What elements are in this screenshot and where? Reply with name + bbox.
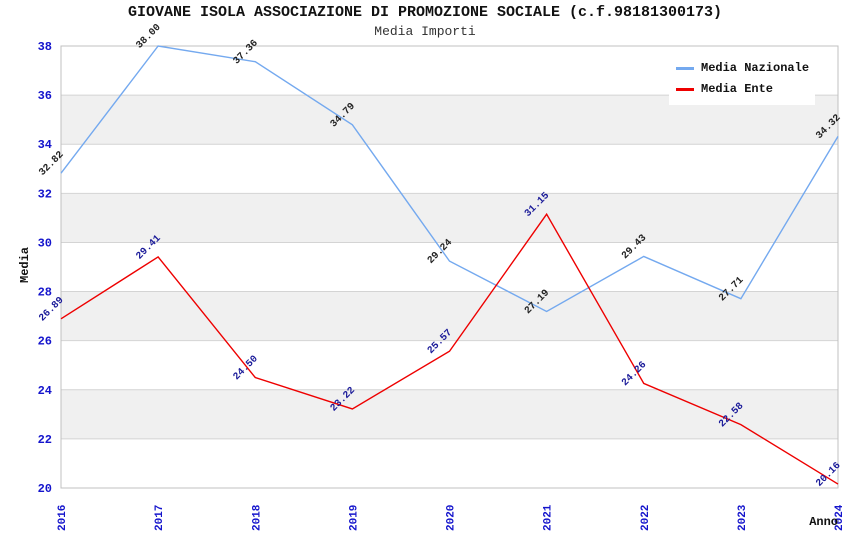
y-tick-label: 36: [38, 89, 52, 103]
x-tick-label: 2019: [348, 505, 360, 531]
y-tick-label: 22: [38, 433, 52, 447]
legend: Media Nazionale Media Ente: [669, 52, 815, 105]
plot-band: [61, 291, 838, 341]
legend-line-swatch-ente: [676, 87, 694, 91]
x-tick-label: 2023: [737, 504, 749, 531]
x-axis-title: Anno: [809, 515, 838, 529]
y-tick-label: 28: [38, 286, 52, 300]
y-tick-label: 24: [38, 384, 52, 398]
plot-band: [61, 144, 838, 194]
plot-band: [61, 193, 838, 243]
x-tick-label: 2017: [154, 505, 166, 531]
chart-title: GIOVANE ISOLA ASSOCIAZIONE DI PROMOZIONE…: [127, 4, 723, 21]
plot-band: [61, 242, 838, 292]
legend-label: Media Nazionale: [701, 61, 810, 75]
legend-item-media-ente: Media Ente: [676, 82, 807, 96]
plot-band: [61, 340, 838, 390]
y-tick-label: 30: [38, 236, 52, 250]
series-line-media-nazionale: [60, 45, 839, 313]
y-tick-label: 20: [38, 482, 52, 496]
legend-item-media-nazionale: Media Nazionale: [676, 61, 810, 75]
x-tick-label: 2024: [834, 504, 846, 531]
plot-border: [60, 45, 839, 489]
y-tick-label: 26: [38, 335, 52, 349]
x-tick-label: 2021: [543, 504, 555, 531]
y-axis-title: Media: [18, 246, 32, 284]
plot-band: [61, 438, 838, 488]
y-tick-label: 32: [38, 187, 52, 201]
x-tick-label: 2022: [640, 505, 652, 531]
x-tick-label: 2016: [57, 505, 69, 531]
legend-label: Media Ente: [701, 82, 774, 96]
x-tick-label: 2020: [446, 505, 458, 531]
series-line-media-ente: [60, 212, 839, 485]
y-tick-label: 34: [38, 138, 52, 152]
x-tick-label: 2018: [251, 504, 263, 531]
chart-subtitle: Media Importi: [374, 24, 476, 39]
legend-line-swatch-nazionale: [676, 66, 694, 70]
y-tick-label: 38: [38, 40, 52, 54]
plot-band: [61, 389, 838, 439]
